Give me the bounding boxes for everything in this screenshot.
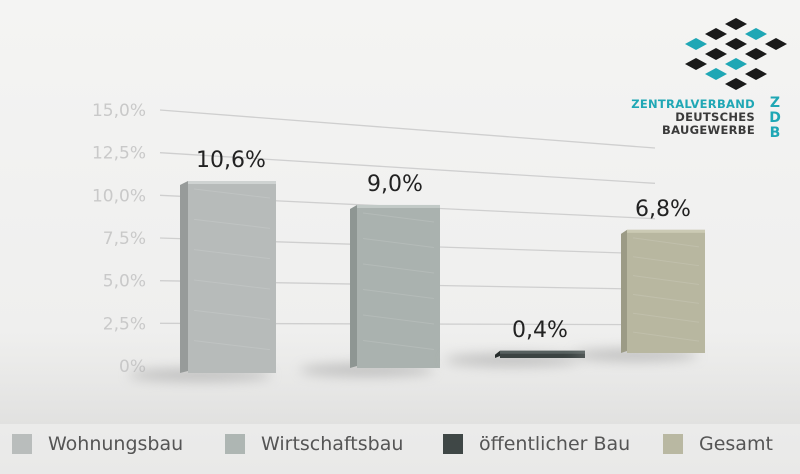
legend-label: öffentlicher Bau	[479, 433, 631, 455]
y-tick-label: 7,5%	[103, 229, 146, 249]
bar-texture	[632, 293, 700, 304]
logo-tile	[745, 47, 767, 61]
bar-top	[500, 350, 585, 354]
y-axis-ticks: 0%2,5%5,0%7,5%10,0%12,5%15,0%	[92, 101, 146, 377]
data-label: 6,8%	[635, 197, 691, 222]
legend-label: Wohnungsbau	[48, 433, 184, 455]
bar-2	[299, 204, 440, 376]
legend-swatch	[663, 434, 683, 454]
logo-tile	[725, 57, 747, 71]
logo-abbr-d: D	[769, 110, 781, 126]
legend-label: Gesamt	[699, 433, 773, 455]
logo-line-deutsches: DEUTSCHES	[675, 110, 755, 124]
bar-texture	[193, 279, 271, 290]
logo-cubes-icon	[685, 17, 787, 91]
bar-side	[180, 181, 188, 373]
gridline	[159, 109, 656, 149]
bar-texture	[193, 309, 271, 320]
y-tick-label: 5,0%	[103, 272, 146, 292]
bar-texture	[632, 331, 700, 342]
bar-texture	[362, 212, 435, 223]
legend: Wohnungsbau Wirtschaftsbau öffentlicher …	[0, 424, 800, 464]
logo-abbr-z: Z	[769, 95, 781, 111]
bar-texture	[362, 263, 435, 274]
bar-texture	[632, 256, 700, 267]
data-label: 10,6%	[196, 148, 266, 173]
bar-chart: 0%2,5%5,0%7,5%10,0%12,5%15,0% 10,6%9,0%0…	[0, 101, 800, 424]
bar-1	[128, 181, 276, 381]
y-tick-label: 12,5%	[92, 144, 146, 164]
bar-face	[627, 229, 705, 353]
logo-tile	[745, 27, 767, 41]
logo-tile	[745, 67, 767, 81]
logo-tile	[725, 37, 747, 51]
logo-tile	[685, 57, 707, 71]
bar-side	[495, 350, 500, 358]
legend-item-wohnungsbau: Wohnungsbau	[12, 424, 183, 464]
bar-4	[572, 229, 705, 361]
bar-face	[500, 350, 585, 358]
logo-tile	[685, 37, 707, 51]
y-tick-label: 15,0%	[92, 101, 146, 121]
legend-swatch	[12, 434, 32, 454]
legend-item-oeffentlicher-bau: öffentlicher Bau	[443, 424, 630, 464]
legend-swatch	[225, 434, 245, 454]
bar-texture	[362, 237, 435, 248]
logo-abbr-b: B	[769, 125, 781, 141]
bar-texture	[193, 340, 271, 351]
bar-texture	[362, 288, 435, 299]
bar-texture	[193, 249, 271, 260]
bar-side	[621, 229, 627, 353]
bar-top	[188, 181, 276, 184]
logo-tile	[765, 37, 787, 51]
legend-swatch	[443, 434, 463, 454]
bar-face	[357, 204, 440, 368]
data-labels: 10,6% 9,0% 0,4% 6,8%	[196, 148, 691, 343]
y-tick-label: 2,5%	[103, 314, 146, 334]
bar-texture	[632, 312, 700, 323]
logo-tile	[705, 67, 727, 81]
gridline	[159, 152, 656, 184]
data-label: 0,4%	[512, 318, 568, 343]
zdb-logo: ZENTRALVERBAND DEUTSCHES BAUGEWERBE Z D …	[618, 8, 793, 148]
bar-texture	[362, 340, 435, 350]
legend-label: Wirtschaftsbau	[261, 433, 404, 455]
bar-texture	[193, 188, 271, 199]
bar-texture	[632, 237, 700, 248]
y-tick-label: 10,0%	[92, 186, 146, 206]
bar-texture	[632, 275, 700, 286]
logo-tile	[705, 47, 727, 61]
logo-tile	[725, 17, 747, 31]
logo-line-baugewerbe: BAUGEWERBE	[662, 123, 755, 137]
bar-texture	[362, 314, 435, 325]
data-label: 9,0%	[367, 172, 423, 197]
logo-text: ZENTRALVERBAND DEUTSCHES BAUGEWERBE	[631, 98, 755, 137]
bar-face	[188, 181, 276, 373]
logo-tile	[705, 27, 727, 41]
bars	[128, 181, 705, 381]
bar-top	[627, 229, 705, 233]
bar-side	[350, 204, 357, 368]
bar-top	[357, 204, 440, 208]
legend-item-wirtschaftsbau: Wirtschaftsbau	[225, 424, 403, 464]
bar-texture	[193, 218, 271, 229]
logo-abbreviation: Z D B	[767, 96, 783, 141]
bar-3	[444, 350, 585, 366]
logo-tile	[725, 77, 747, 91]
legend-item-gesamt: Gesamt	[663, 424, 773, 464]
logo-line-zentralverband: ZENTRALVERBAND	[631, 97, 755, 111]
